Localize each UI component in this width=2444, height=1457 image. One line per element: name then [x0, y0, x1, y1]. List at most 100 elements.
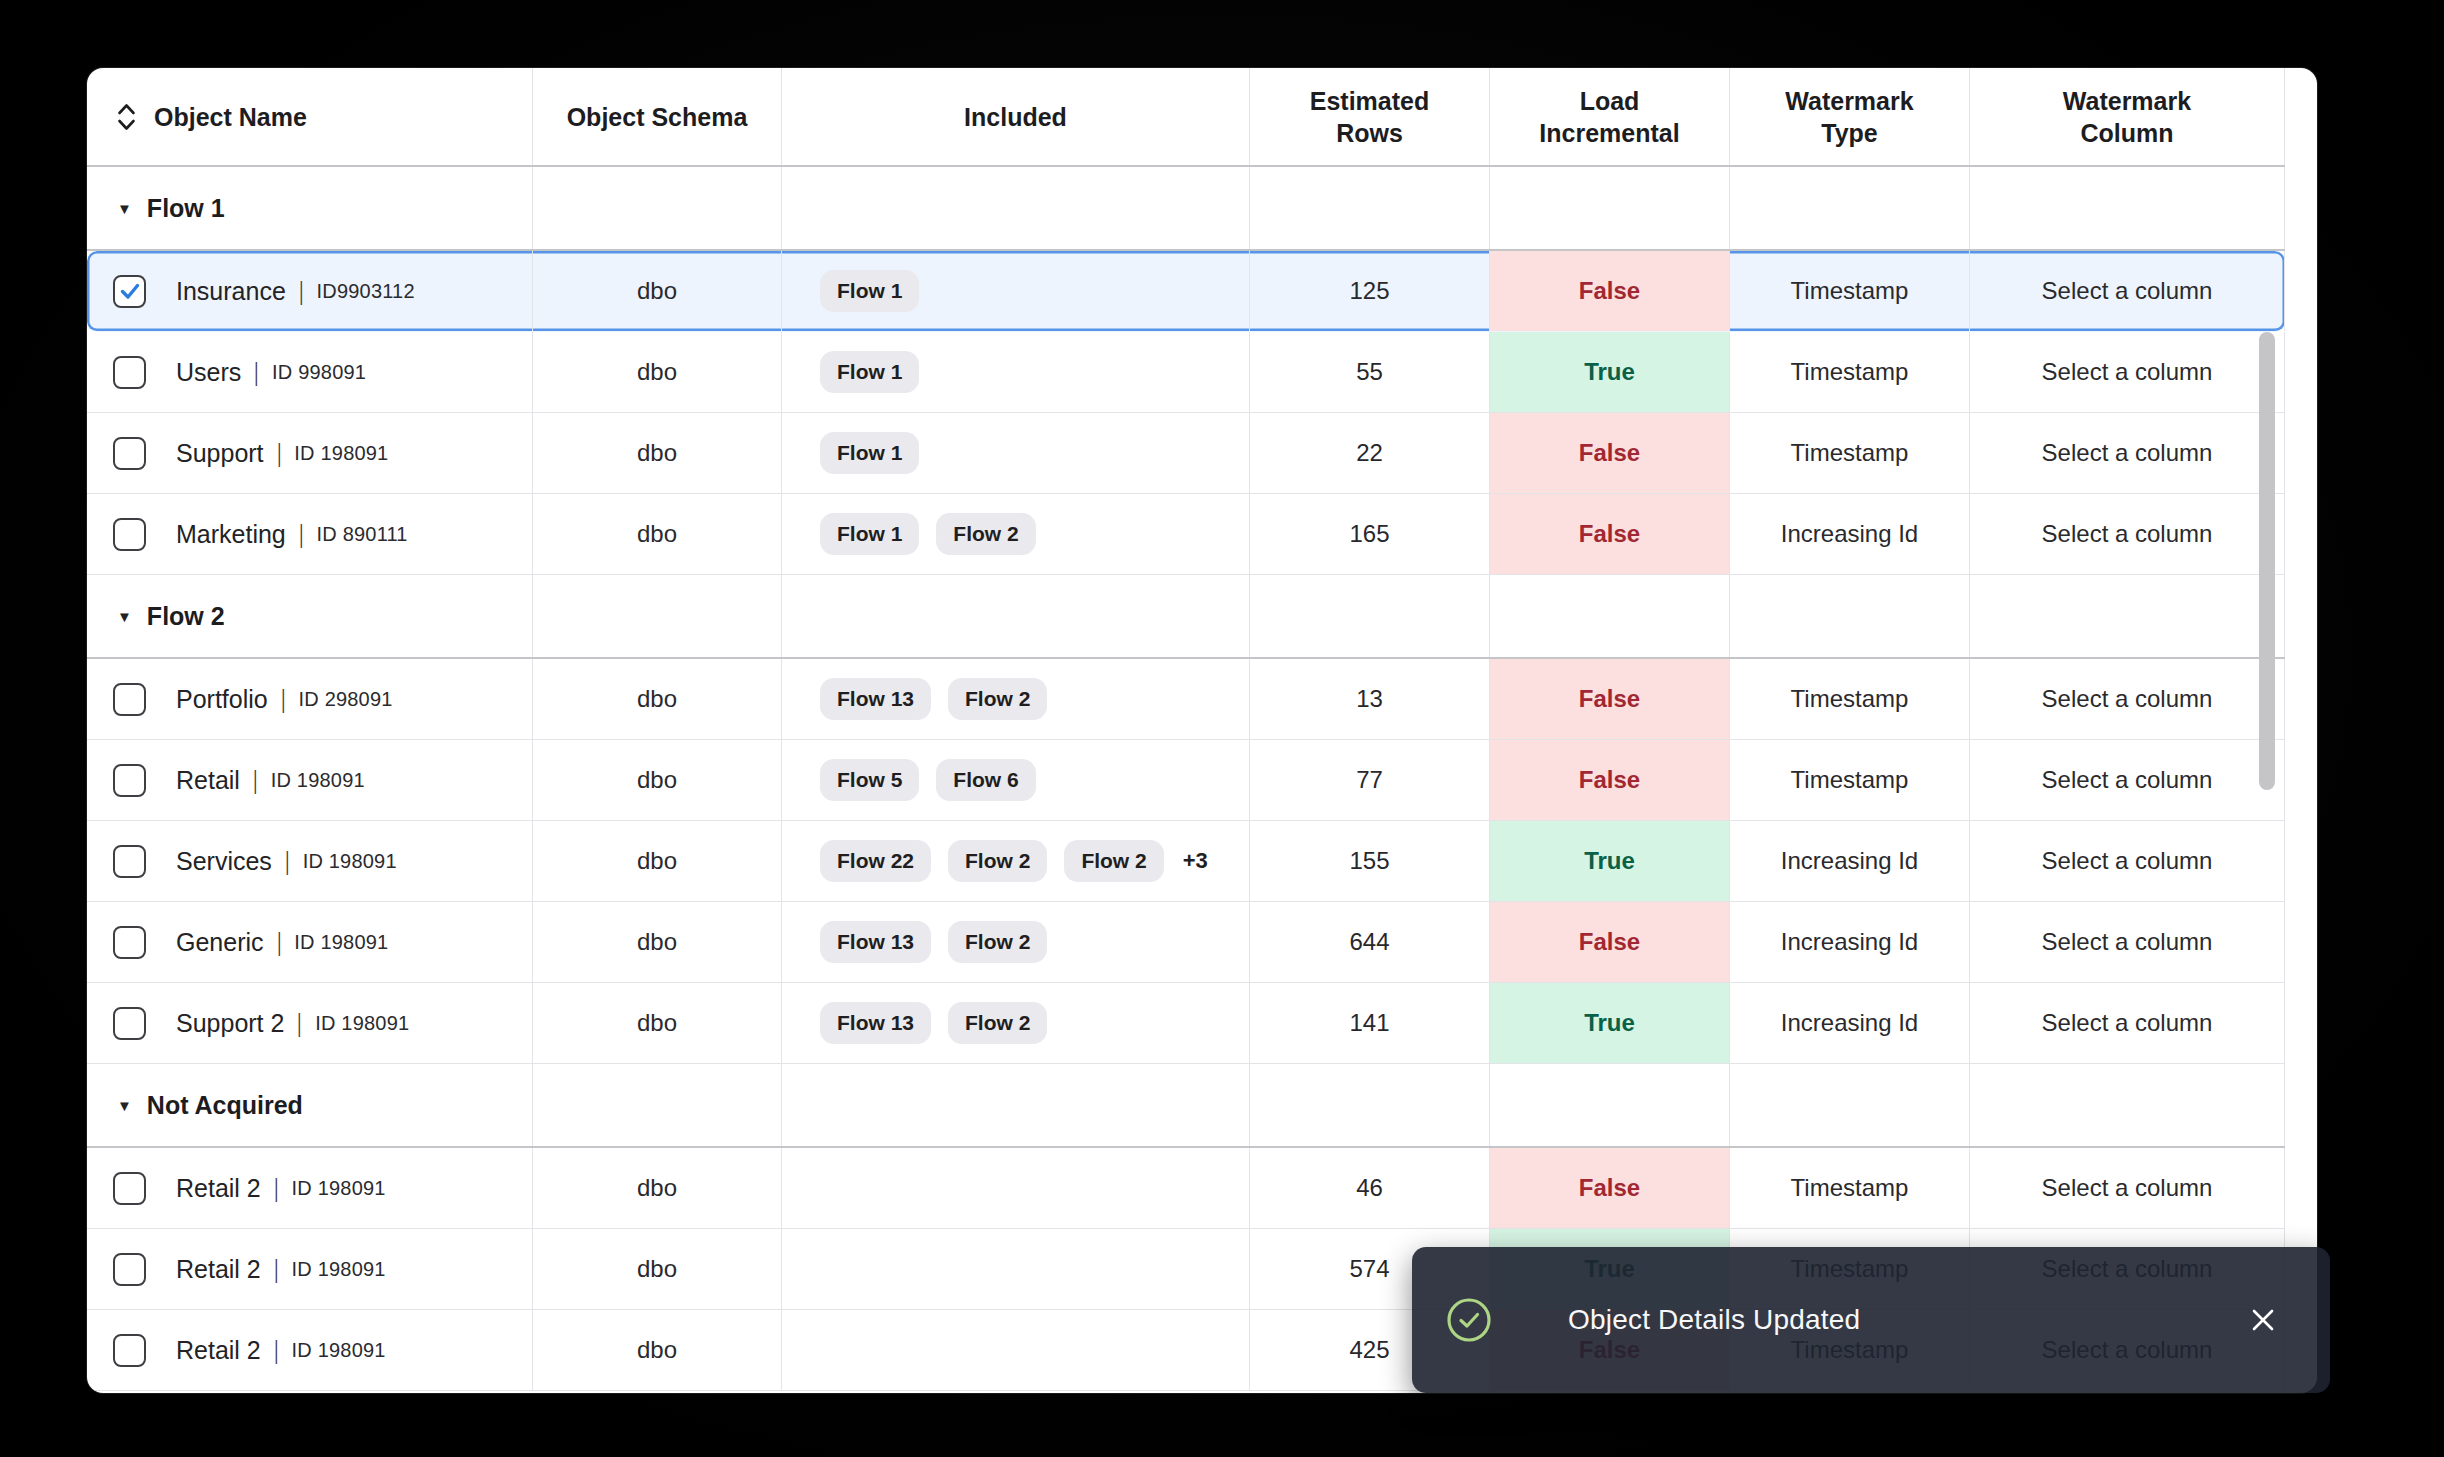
load-incremental-cell[interactable]: False: [1490, 740, 1730, 820]
included-cell: [782, 1148, 1250, 1228]
object-id: ID 198091: [271, 769, 365, 792]
group-header-cell: ▼Flow 1: [87, 167, 533, 249]
row-checkbox[interactable]: [113, 275, 146, 308]
load-incremental-cell[interactable]: True: [1490, 821, 1730, 901]
included-cell: Flow 1: [782, 332, 1250, 412]
watermark-type-cell[interactable]: Increasing Id: [1730, 821, 1970, 901]
watermark-type-cell[interactable]: Increasing Id: [1730, 983, 1970, 1063]
watermark-type-cell[interactable]: Increasing Id: [1730, 902, 1970, 982]
watermark-type-cell[interactable]: Timestamp: [1730, 332, 1970, 412]
object-id: ID 998091: [272, 361, 366, 384]
watermark-type-cell[interactable]: Timestamp: [1730, 1148, 1970, 1228]
name-id-separator: |: [299, 276, 303, 307]
load-incremental-cell[interactable]: False: [1490, 902, 1730, 982]
group-label: Not Acquired: [147, 1091, 303, 1120]
flow-chip: Flow 2: [948, 840, 1047, 881]
watermark-type-cell[interactable]: Timestamp: [1730, 251, 1970, 331]
group-row-flow-2[interactable]: ▼Flow 2: [87, 575, 2285, 659]
watermark-column-select[interactable]: Select a column: [1970, 659, 2285, 739]
included-cell: Flow 1: [782, 251, 1250, 331]
row-checkbox[interactable]: [113, 683, 146, 716]
load-incremental-cell[interactable]: False: [1490, 413, 1730, 493]
object-schema-cell: dbo: [533, 494, 782, 574]
watermark-column-select[interactable]: Select a column: [1970, 740, 2285, 820]
flow-chip: Flow 13: [820, 1002, 931, 1043]
watermark-column-select[interactable]: Select a column: [1970, 902, 2285, 982]
column-header-name[interactable]: Object Name: [87, 68, 533, 165]
load-incremental-cell[interactable]: False: [1490, 494, 1730, 574]
object-name-cell: Support|ID 198091: [87, 413, 533, 493]
group-empty-cell: [1490, 167, 1730, 249]
column-header-label: Watermark Type: [1785, 85, 1913, 149]
load-incremental-cell[interactable]: False: [1490, 659, 1730, 739]
group-empty-cell: [1730, 167, 1970, 249]
flow-chip: Flow 2: [948, 921, 1047, 962]
row-checkbox[interactable]: [113, 518, 146, 551]
group-empty-cell: [1490, 1064, 1730, 1146]
watermark-column-select[interactable]: Select a column: [1970, 494, 2285, 574]
row-checkbox[interactable]: [113, 437, 146, 470]
scrollbar-thumb[interactable]: [2259, 332, 2275, 790]
name-id-separator: |: [274, 1335, 278, 1366]
row-checkbox[interactable]: [113, 356, 146, 389]
watermark-column-select[interactable]: Select a column: [1970, 332, 2285, 412]
load-incremental-cell[interactable]: False: [1490, 251, 1730, 331]
watermark-column-select[interactable]: Select a column: [1970, 1148, 2285, 1228]
watermark-column-select[interactable]: Select a column: [1970, 413, 2285, 493]
watermark-column-select[interactable]: Select a column: [1970, 983, 2285, 1063]
group-row-not-acquired[interactable]: ▼ Not Acquired: [87, 1064, 2285, 1148]
name-id-separator: |: [285, 846, 289, 877]
group-empty-cell: [1250, 1064, 1490, 1146]
toast-close-icon[interactable]: [2247, 1304, 2279, 1336]
collapse-triangle-icon: ▼: [117, 1098, 132, 1113]
flow-chip: Flow 13: [820, 921, 931, 962]
load-incremental-cell[interactable]: False: [1490, 1148, 1730, 1228]
group-empty-cell: [1970, 167, 2285, 249]
object-name-cell: Insurance|ID9903112: [87, 251, 533, 331]
row-checkbox[interactable]: [113, 1172, 146, 1205]
group-header-cell: ▼ Not Acquired: [87, 1064, 533, 1146]
watermark-type-cell[interactable]: Timestamp: [1730, 740, 1970, 820]
included-cell: Flow 13Flow 2: [782, 983, 1250, 1063]
row-checkbox[interactable]: [113, 926, 146, 959]
row-checkbox[interactable]: [113, 1334, 146, 1367]
sort-icon[interactable]: [115, 101, 138, 133]
name-id-separator: |: [299, 519, 303, 550]
included-cell: Flow 5Flow 6: [782, 740, 1250, 820]
row-checkbox[interactable]: [113, 764, 146, 797]
estimated-rows-cell: 165: [1250, 494, 1490, 574]
object-name: Retail 2: [176, 1255, 261, 1284]
watermark-type-cell[interactable]: Timestamp: [1730, 413, 1970, 493]
load-incremental-cell[interactable]: True: [1490, 983, 1730, 1063]
column-header-watermark_column: Watermark Column: [1970, 68, 2285, 165]
group-empty-cell: [1250, 575, 1490, 657]
name-id-separator: |: [255, 357, 259, 388]
column-header-load_incremental: Load Incremental: [1490, 68, 1730, 165]
watermark-type-cell[interactable]: Increasing Id: [1730, 494, 1970, 574]
row-checkbox[interactable]: [113, 1007, 146, 1040]
name-id-separator: |: [277, 438, 281, 469]
object-name: Retail 2: [176, 1174, 261, 1203]
flow-chip: Flow 13: [820, 678, 931, 719]
name-id-separator: |: [298, 1008, 302, 1039]
watermark-type-cell[interactable]: Timestamp: [1730, 659, 1970, 739]
included-cell: Flow 22Flow 2Flow 2+3: [782, 821, 1250, 901]
objects-table: Object NameObject SchemaIncludedEstimate…: [87, 68, 2317, 1393]
object-id: ID 198091: [315, 1012, 409, 1035]
group-empty-cell: [1490, 575, 1730, 657]
load-incremental-cell[interactable]: True: [1490, 332, 1730, 412]
object-schema-cell: dbo: [533, 821, 782, 901]
watermark-column-select[interactable]: Select a column: [1970, 251, 2285, 331]
group-label: Flow 2: [147, 602, 225, 631]
row-checkbox[interactable]: [113, 845, 146, 878]
row-checkbox[interactable]: [113, 1253, 146, 1286]
group-empty-cell: [1730, 1064, 1970, 1146]
table-row-support-2: Support 2|ID 198091dboFlow 13Flow 2141Tr…: [87, 983, 2285, 1064]
table-row-portfolio: Portfolio|ID 298091dboFlow 13Flow 213Fal…: [87, 659, 2285, 740]
more-flows-count[interactable]: +3: [1183, 848, 1208, 874]
group-empty-cell: [533, 167, 782, 249]
object-schema-cell: dbo: [533, 1310, 782, 1390]
watermark-column-select[interactable]: Select a column: [1970, 821, 2285, 901]
group-row-flow-1[interactable]: ▼Flow 1: [87, 167, 2285, 251]
object-schema-cell: dbo: [533, 659, 782, 739]
